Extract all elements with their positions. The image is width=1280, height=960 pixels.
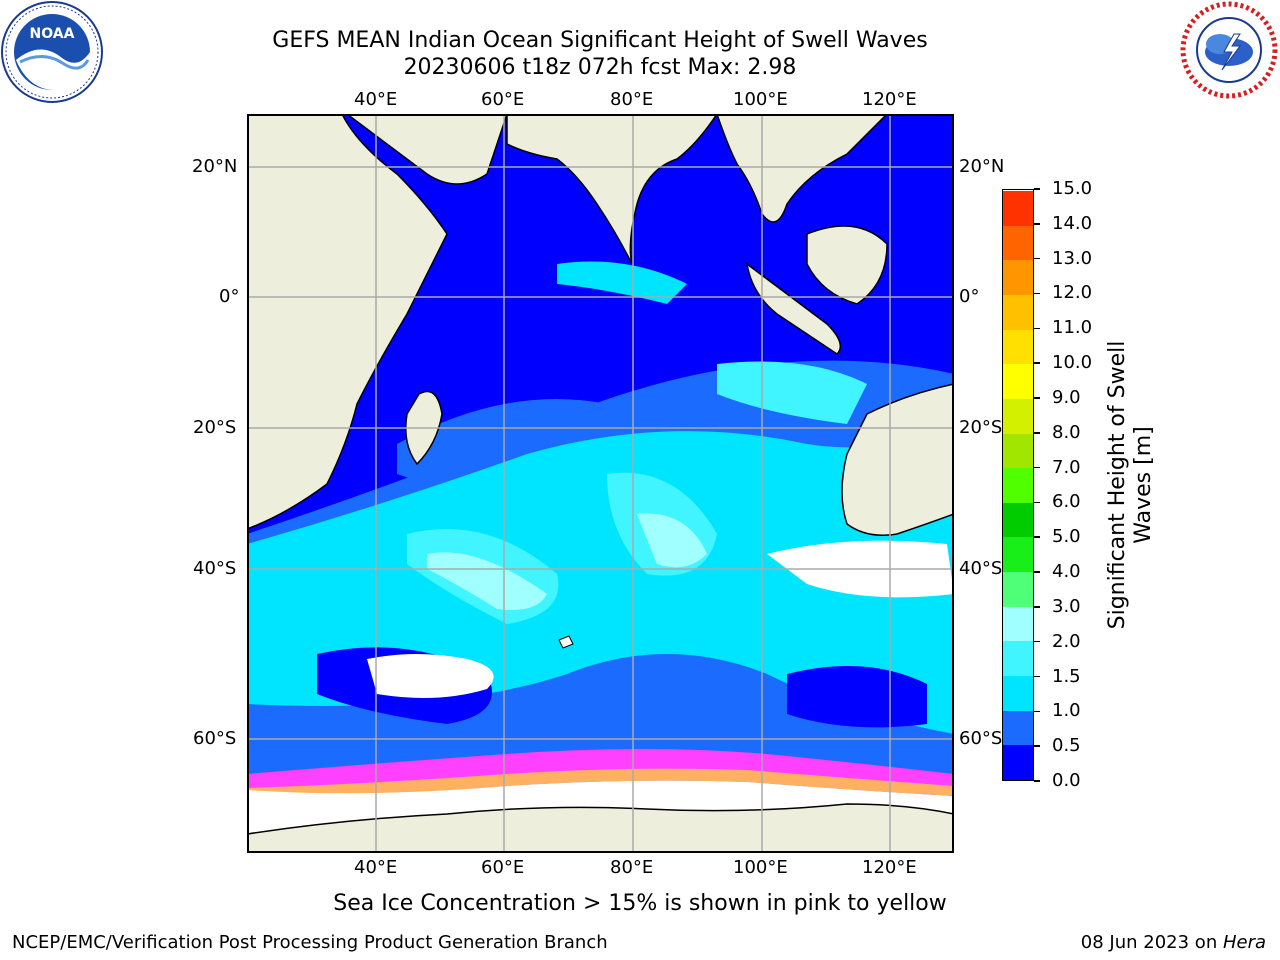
- colorbar-tick-mark: [1034, 501, 1040, 504]
- footer-left: NCEP/EMC/Verification Post Processing Pr…: [12, 932, 608, 953]
- lat-label-left: 40°S: [193, 558, 237, 579]
- colorbar-label-line2: Waves [m]: [1131, 426, 1156, 544]
- colorbar-segment: [1003, 571, 1033, 607]
- colorbar-tick-mark: [1034, 466, 1040, 469]
- sea-ice-note: Sea Ice Concentration > 15% is shown in …: [333, 891, 947, 916]
- lon-label-top: 60°E: [481, 89, 525, 110]
- lat-label-right: 40°S: [959, 558, 1003, 579]
- colorbar-tick-mark: [1034, 675, 1040, 678]
- lon-label-top: 80°E: [610, 89, 654, 110]
- colorbar-segment: [1003, 502, 1033, 538]
- colorbar-segment: [1003, 467, 1033, 503]
- lat-label-left: 20°S: [193, 417, 237, 438]
- colorbar-tick-label: 13.0: [1052, 247, 1093, 269]
- swell-height-map: [246, 113, 955, 854]
- footer-right: 08 Jun 2023 on Hera: [1081, 932, 1266, 954]
- colorbar-tick-label: 1.5: [1052, 665, 1081, 687]
- lat-label-right: 60°S: [959, 728, 1003, 749]
- lat-label-left: 0°: [219, 286, 240, 307]
- colorbar-tick-mark: [1034, 710, 1040, 713]
- colorbar-tick-label: 6.0: [1052, 491, 1081, 513]
- colorbar-tick-label: 5.0: [1052, 526, 1081, 548]
- chart-title-line1: GEFS MEAN Indian Ocean Significant Heigh…: [272, 28, 928, 53]
- colorbar-tick-mark: [1034, 432, 1040, 434]
- colorbar-tick-label: 4.0: [1052, 561, 1081, 583]
- colorbar-tick-mark: [1034, 745, 1040, 747]
- colorbar-segment: [1003, 329, 1033, 365]
- colorbar-tick-mark: [1034, 536, 1040, 538]
- lat-label-right: 0°: [959, 286, 980, 307]
- lat-label-left: 60°S: [193, 728, 237, 749]
- colorbar-tick-label: 3.0: [1052, 595, 1081, 617]
- lon-label-top: 100°E: [733, 89, 788, 110]
- colorbar-tick-label: 10.0: [1052, 352, 1093, 374]
- colorbar-segment: [1003, 190, 1033, 226]
- noaa-logo-text: NOAA: [30, 26, 75, 42]
- lat-label-left: 20°N: [192, 156, 238, 177]
- colorbar-tick-mark: [1034, 640, 1040, 643]
- footer-date: 08 Jun 2023 on: [1080, 932, 1223, 953]
- colorbar-segment: [1003, 606, 1033, 642]
- noaa-logo: NOAA: [0, 0, 110, 110]
- lon-label-top: 40°E: [354, 89, 398, 110]
- colorbar-segment: [1003, 225, 1033, 261]
- colorbar-tick-label: 2.0: [1052, 630, 1081, 652]
- colorbar-segment: [1003, 710, 1033, 746]
- colorbar-tick-label: 12.0: [1052, 282, 1093, 304]
- colorbar-tick-label: 15.0: [1052, 178, 1093, 199]
- colorbar-tick-label: 7.0: [1052, 456, 1081, 478]
- colorbar-tick-mark: [1034, 292, 1040, 295]
- nws-logo: [1178, 0, 1280, 102]
- colorbar-tick-label: 9.0: [1052, 386, 1081, 408]
- lon-label-bottom: 120°E: [862, 857, 917, 878]
- colorbar-segment: [1003, 294, 1033, 330]
- lon-label-bottom: 40°E: [354, 857, 398, 878]
- lat-label-right: 20°S: [959, 417, 1003, 438]
- colorbar: [1002, 189, 1034, 781]
- colorbar-segment: [1003, 536, 1033, 573]
- colorbar-tick-mark: [1034, 257, 1040, 260]
- colorbar-segment: [1003, 433, 1033, 469]
- colorbar-tick-label: 0.0: [1052, 770, 1081, 791]
- colorbar-segment: [1003, 363, 1033, 399]
- lon-label-bottom: 80°E: [610, 857, 654, 878]
- colorbar-tick-mark: [1034, 362, 1040, 364]
- colorbar-tick-mark: [1034, 188, 1040, 190]
- colorbar-tick-mark: [1034, 223, 1040, 225]
- chart-title-line2: 20230606 t18z 072h fcst Max: 2.98: [403, 55, 797, 80]
- colorbar-segment: [1003, 640, 1033, 677]
- colorbar-tick-mark: [1034, 571, 1040, 573]
- colorbar-tick-mark: [1034, 606, 1040, 608]
- colorbar-segment: [1003, 259, 1033, 295]
- colorbar-tick-label: 0.5: [1052, 735, 1081, 757]
- colorbar-segment: [1003, 744, 1033, 780]
- lon-label-top: 120°E: [862, 89, 917, 110]
- lon-label-bottom: 60°E: [481, 857, 525, 878]
- lon-label-bottom: 100°E: [733, 857, 788, 878]
- colorbar-label-line1: Significant Height of Swell: [1105, 340, 1130, 630]
- colorbar-tick-mark: [1034, 397, 1040, 399]
- colorbar-tick-label: 8.0: [1052, 421, 1081, 443]
- colorbar-segment: [1003, 675, 1033, 711]
- lat-label-right: 20°N: [959, 156, 1005, 177]
- colorbar-tick-mark: [1034, 780, 1040, 782]
- colorbar-ticks: 0.0 0.5 1.0 1.5 2.0 3.0 4.0 5.0 6.0 7.0 8.0 9.0 10.0…: [1034, 179, 1094, 791]
- colorbar-tick-label: 1.0: [1052, 700, 1081, 722]
- colorbar-tick-label: 14.0: [1052, 212, 1093, 234]
- colorbar-tick-mark: [1034, 327, 1040, 330]
- colorbar-segment: [1003, 398, 1033, 434]
- footer-machine: Hera: [1222, 932, 1266, 953]
- colorbar-tick-label: 11.0: [1052, 317, 1093, 339]
